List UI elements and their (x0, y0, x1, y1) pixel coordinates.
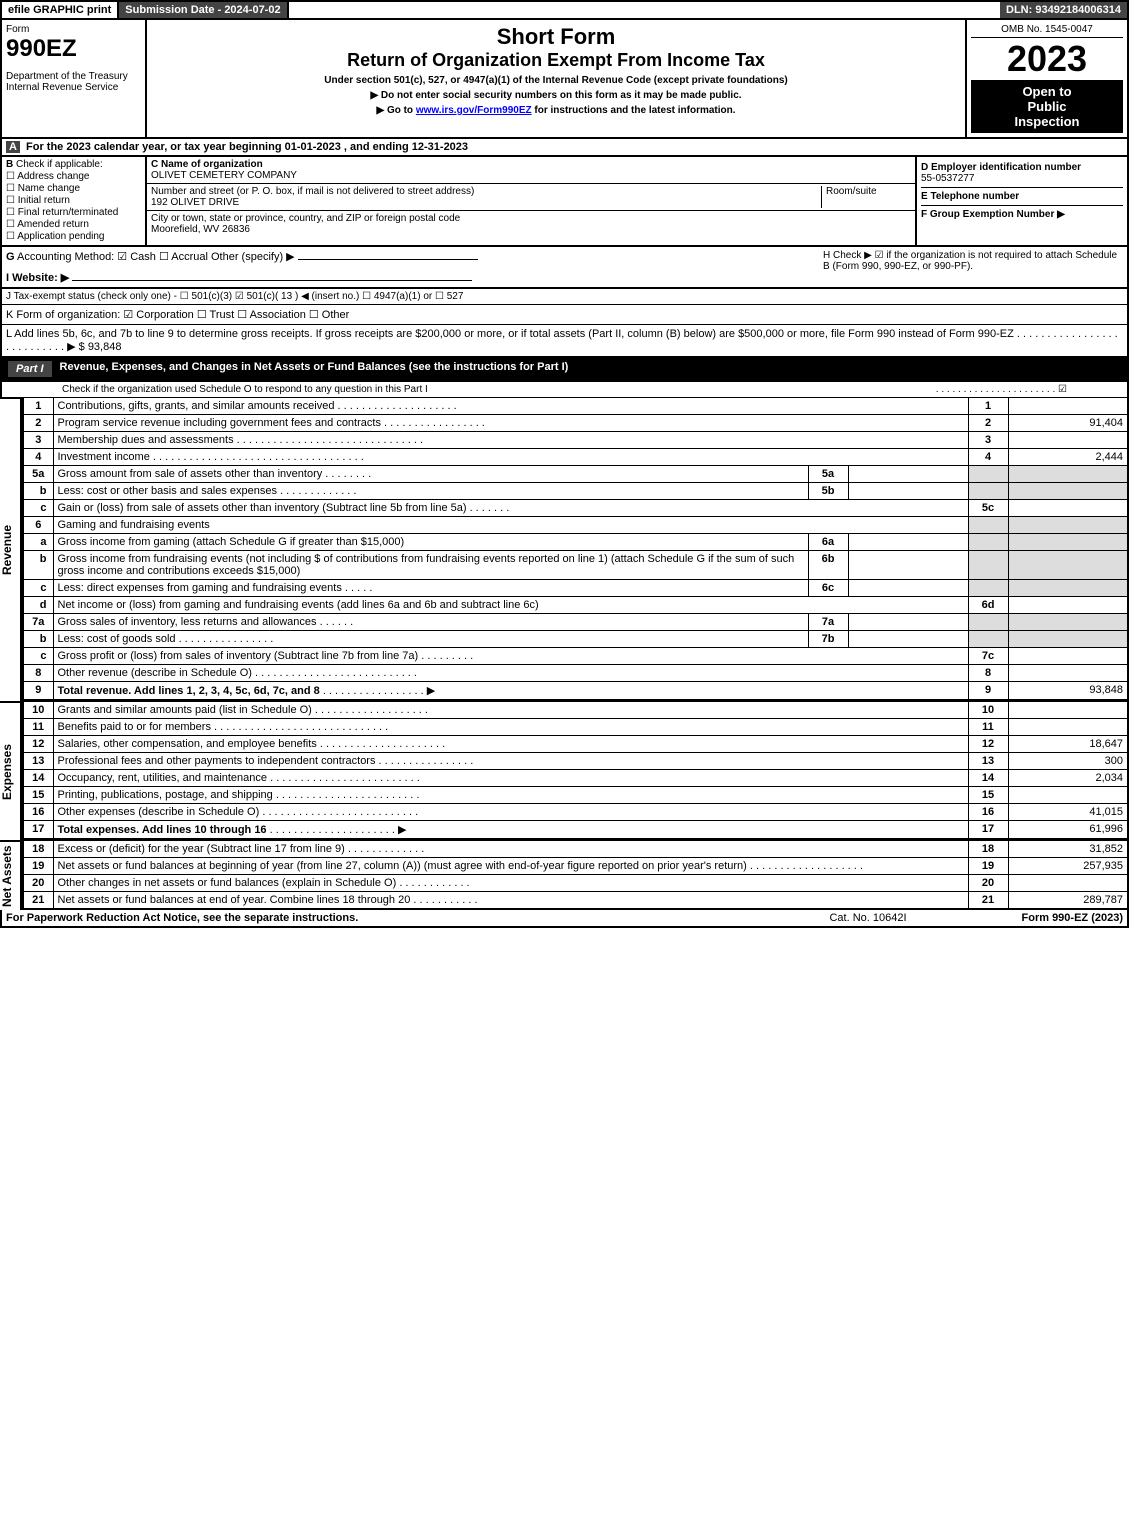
line-6d-amt (1008, 597, 1128, 614)
dept-label: Department of the Treasury (6, 71, 141, 82)
netassets-side-label: Net Assets (0, 840, 22, 910)
expenses-side-label: Expenses (0, 701, 22, 840)
header-center: Short Form Return of Organization Exempt… (147, 20, 967, 137)
part-1-check-o: Check if the organization used Schedule … (0, 382, 1129, 397)
form-header: Form 990EZ Department of the Treasury In… (0, 20, 1129, 139)
line-4-amt: 2,444 (1008, 449, 1128, 466)
submission-date: Submission Date - 2024-07-02 (119, 2, 288, 18)
line-21-amt: 289,787 (1008, 892, 1128, 910)
line-9-amt: 93,848 (1008, 682, 1128, 701)
row-k-org-form: K Form of organization: ☑ Corporation ☐ … (0, 305, 1129, 325)
group-exemption-label: F Group Exemption Number ▶ (921, 209, 1065, 220)
expenses-table: 10Grants and similar amounts paid (list … (22, 701, 1129, 840)
irs-label: Internal Revenue Service (6, 82, 141, 93)
header-sub2: ▶ Do not enter social security numbers o… (151, 90, 961, 101)
header-left: Form 990EZ Department of the Treasury In… (2, 20, 147, 137)
paperwork-notice: For Paperwork Reduction Act Notice, see … (6, 912, 793, 924)
line-3-amt (1008, 432, 1128, 449)
revenue-side-label: Revenue (0, 397, 22, 701)
header-right: OMB No. 1545-0047 2023 Open to Public In… (967, 20, 1127, 137)
chk-amended-return[interactable]: Amended return (6, 219, 141, 230)
org-city: Moorefield, WV 26836 (151, 224, 250, 235)
chk-address-change[interactable]: Address change (6, 171, 141, 182)
irs-link[interactable]: www.irs.gov/Form990EZ (416, 105, 532, 116)
part-1-label: Part I (8, 361, 52, 377)
efile-label[interactable]: efile GRAPHIC print (2, 2, 119, 18)
netassets-table: 18Excess or (deficit) for the year (Subt… (22, 840, 1129, 910)
page-footer: For Paperwork Reduction Act Notice, see … (0, 910, 1129, 928)
section-b-checkboxes: B Check if applicable: Address change Na… (2, 157, 147, 245)
line-8-amt (1008, 665, 1128, 682)
open-public-badge: Open to Public Inspection (971, 80, 1123, 133)
section-c-org: C Name of organization OLIVET CEMETERY C… (147, 157, 917, 245)
line-13-amt: 300 (1008, 753, 1128, 770)
chk-initial-return[interactable]: Initial return (6, 195, 141, 206)
header-sub3: ▶ Go to www.irs.gov/Form990EZ for instru… (151, 105, 961, 116)
cat-number: Cat. No. 10642I (793, 912, 943, 924)
section-b: B Check if applicable: Address change Na… (0, 157, 1129, 247)
line-10-amt (1008, 702, 1128, 719)
telephone-label: E Telephone number (921, 191, 1019, 202)
short-form-title: Short Form (151, 24, 961, 50)
dln-label: DLN: 93492184006314 (1000, 2, 1127, 18)
row-h-schedule-b: H Check ▶ ☑ if the organization is not r… (823, 250, 1123, 284)
line-15-amt (1008, 787, 1128, 804)
line-19-amt: 257,935 (1008, 858, 1128, 875)
org-address: 192 OLIVET DRIVE (151, 197, 239, 208)
line-2-amt: 91,404 (1008, 415, 1128, 432)
omb-number: OMB No. 1545-0047 (971, 24, 1123, 38)
row-j-tax-exempt: J Tax-exempt status (check only one) - ☐… (0, 289, 1129, 305)
line-12-amt: 18,647 (1008, 736, 1128, 753)
line-7c-amt (1008, 648, 1128, 665)
row-a-taxyear: A For the 2023 calendar year, or tax yea… (0, 139, 1129, 157)
form-number: 990EZ (6, 35, 141, 63)
line-18-amt: 31,852 (1008, 841, 1128, 858)
form-word: Form (6, 24, 141, 35)
org-name: OLIVET CEMETERY COMPANY (151, 170, 297, 181)
return-title: Return of Organization Exempt From Incom… (151, 50, 961, 71)
revenue-table: 1Contributions, gifts, grants, and simil… (22, 397, 1129, 701)
ein-label: D Employer identification number (921, 162, 1081, 173)
top-bar: efile GRAPHIC print Submission Date - 20… (0, 0, 1129, 20)
row-g-accounting: G Accounting Method: ☑ Cash ☐ Accrual Ot… (0, 247, 1129, 289)
line-5c-amt (1008, 500, 1128, 517)
room-suite-label: Room/suite (821, 186, 911, 208)
ein-value: 55-0537277 (921, 173, 974, 184)
section-d-e-f: D Employer identification number55-05372… (917, 157, 1127, 245)
tax-year: 2023 (971, 38, 1123, 80)
line-16-amt: 41,015 (1008, 804, 1128, 821)
line-17-amt: 61,996 (1008, 821, 1128, 840)
line-20-amt (1008, 875, 1128, 892)
chk-application-pending[interactable]: Application pending (6, 231, 141, 242)
header-sub1: Under section 501(c), 527, or 4947(a)(1)… (151, 75, 961, 86)
website-label: I Website: ▶ (6, 272, 69, 284)
line-14-amt: 2,034 (1008, 770, 1128, 787)
line-11-amt (1008, 719, 1128, 736)
chk-final-return[interactable]: Final return/terminated (6, 207, 141, 218)
part-1-header: Part I Revenue, Expenses, and Changes in… (0, 358, 1129, 382)
chk-name-change[interactable]: Name change (6, 183, 141, 194)
row-l-gross-receipts: L Add lines 5b, 6c, and 7b to line 9 to … (0, 325, 1129, 358)
part-1-title: Revenue, Expenses, and Changes in Net As… (60, 361, 569, 377)
line-1-amt (1008, 398, 1128, 415)
form-footer-id: Form 990-EZ (2023) (943, 912, 1123, 924)
